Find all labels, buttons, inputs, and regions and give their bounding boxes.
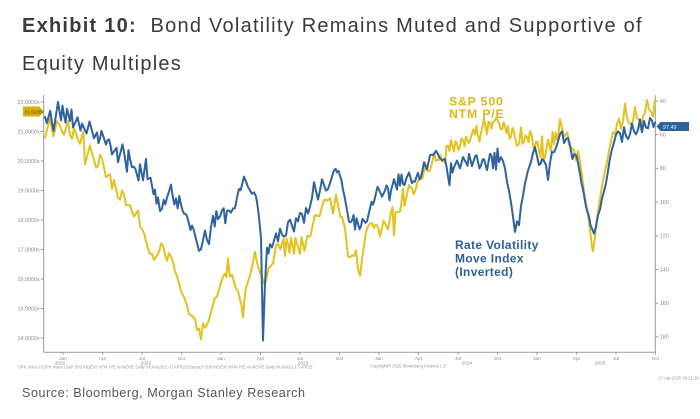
svg-text:Apr: Apr: [257, 356, 265, 362]
svg-text:Oct: Oct: [178, 356, 186, 362]
svg-text:2023: 2023: [298, 361, 309, 367]
svg-text:16.0000x: 16.0000x: [18, 277, 40, 283]
svg-text:Apr: Apr: [415, 356, 423, 362]
svg-text:160: 160: [660, 301, 669, 307]
svg-text:20.0000x: 20.0000x: [18, 159, 40, 165]
svg-text:S&P 500: S&P 500: [449, 95, 504, 109]
svg-text:80: 80: [660, 166, 666, 172]
svg-text:SPX Index (SSPX Index (S&P 500: SPX Index (SSPX Index (S&P 500 INDEX) NT…: [18, 365, 313, 370]
svg-text:Oct: Oct: [336, 356, 344, 362]
svg-text:Move Index: Move Index: [455, 252, 524, 266]
svg-text:Oct: Oct: [652, 356, 660, 362]
svg-text:Jul: Jul: [613, 356, 619, 362]
svg-text:Jul: Jul: [297, 356, 303, 362]
svg-text:2021: 2021: [55, 361, 66, 367]
svg-text:Jan: Jan: [217, 356, 225, 362]
svg-text:19.0000x: 19.0000x: [18, 188, 40, 194]
svg-text:100: 100: [660, 200, 669, 206]
svg-text:18.0000x: 18.0000x: [18, 218, 40, 224]
svg-text:Apr: Apr: [99, 356, 107, 362]
svg-text:Copyright® 2025 Bloomberg Fina: Copyright® 2025 Bloomberg Finance L.P.: [370, 364, 447, 369]
svg-text:60: 60: [660, 133, 666, 139]
svg-text:15.0000x: 15.0000x: [18, 306, 40, 312]
svg-text:Rate Volatility: Rate Volatility: [455, 238, 539, 252]
svg-text:21.0000x: 21.0000x: [18, 129, 40, 135]
svg-text:97.49: 97.49: [663, 125, 677, 131]
svg-text:17.0000x: 17.0000x: [18, 247, 40, 253]
svg-text:2022: 2022: [141, 361, 152, 367]
svg-text:120: 120: [660, 234, 669, 240]
svg-text:Apr: Apr: [573, 356, 581, 362]
svg-text:14.0000x: 14.0000x: [18, 336, 40, 342]
svg-text:Jul: Jul: [139, 356, 145, 362]
svg-text:Oct: Oct: [494, 356, 502, 362]
svg-text:180: 180: [660, 335, 669, 341]
svg-text:140: 140: [660, 267, 669, 273]
svg-text:(Inverted): (Inverted): [455, 265, 513, 279]
svg-text:NTM P/E: NTM P/E: [449, 107, 504, 121]
svg-text:Jan: Jan: [375, 356, 383, 362]
svg-text:17-Apr-2025 09:21:34: 17-Apr-2025 09:21:34: [658, 376, 699, 381]
svg-text:2024: 2024: [462, 361, 473, 367]
svg-text:22.0000x: 22.0000x: [18, 100, 40, 106]
svg-text:2025: 2025: [595, 361, 606, 367]
svg-text:Jan: Jan: [533, 356, 541, 362]
svg-text:Jan: Jan: [59, 356, 67, 362]
svg-text:21.5100x: 21.5100x: [25, 110, 45, 115]
svg-text:Jul: Jul: [455, 356, 461, 362]
svg-text:40: 40: [660, 99, 666, 105]
